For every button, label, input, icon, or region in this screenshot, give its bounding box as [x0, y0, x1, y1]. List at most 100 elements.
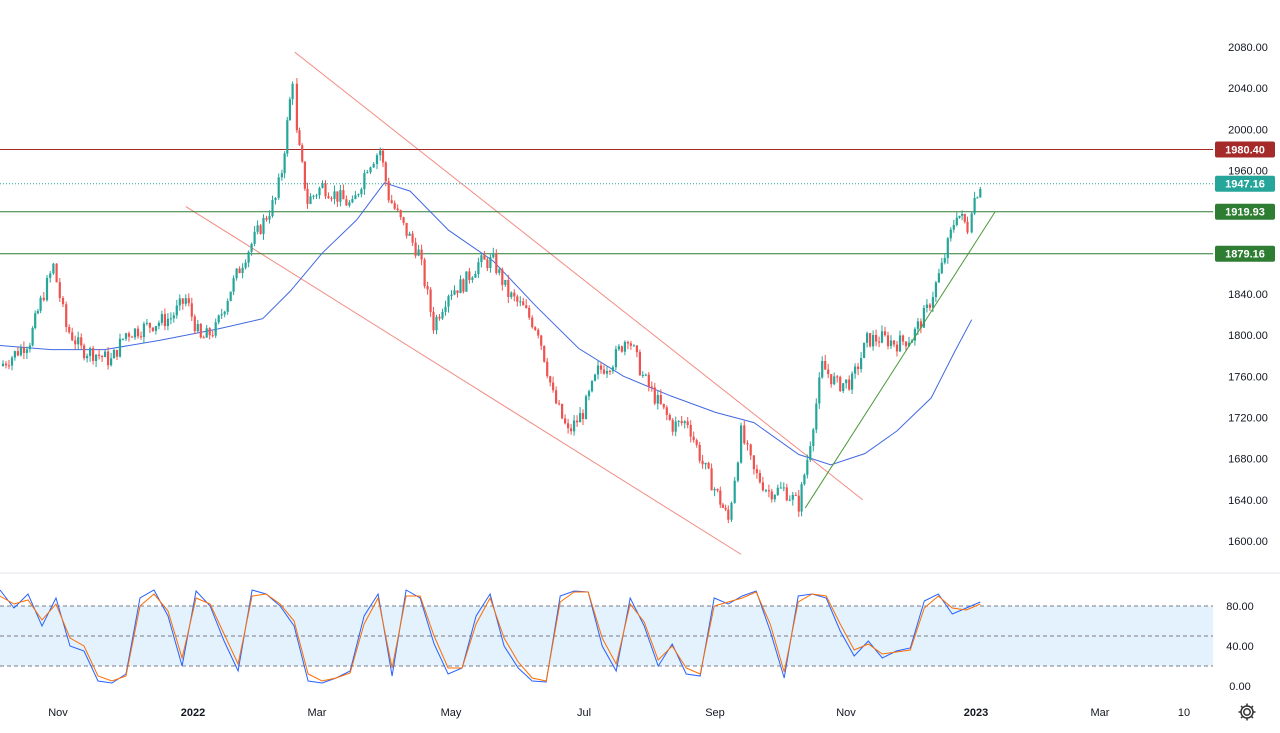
- candle-body: [653, 387, 656, 404]
- candle: [680, 416, 683, 426]
- candle: [459, 275, 462, 294]
- candle: [683, 420, 686, 429]
- candle: [86, 353, 89, 363]
- candle-body: [952, 225, 955, 230]
- time-tick-label: Nov: [48, 707, 68, 719]
- candle-body: [788, 499, 791, 501]
- candle-body: [848, 379, 851, 390]
- candle: [104, 349, 107, 358]
- candle: [399, 209, 402, 220]
- candle-body: [587, 391, 591, 397]
- candle-body: [10, 357, 14, 366]
- candle-body: [271, 200, 274, 216]
- candle-body: [435, 316, 438, 331]
- candle: [381, 148, 385, 168]
- time-tick-label: Mar: [308, 707, 327, 719]
- candle-body: [369, 167, 372, 173]
- candle-body: [659, 395, 662, 404]
- candle-body: [573, 420, 576, 432]
- candle-body: [543, 345, 546, 362]
- candle-body: [567, 423, 570, 429]
- candle-body: [160, 314, 163, 323]
- candles: [1, 78, 982, 524]
- candle-body: [620, 346, 623, 352]
- candle-body: [118, 338, 122, 357]
- time-tick-label: 2023: [964, 707, 988, 719]
- candle: [375, 153, 379, 170]
- candle-body: [309, 196, 312, 204]
- candle-body: [208, 328, 211, 336]
- candle: [872, 330, 875, 351]
- candle-body: [1, 363, 5, 366]
- gear-icon: [1238, 703, 1256, 721]
- candle: [593, 373, 597, 382]
- candle-body: [662, 403, 665, 408]
- price-axis[interactable]: 2080.00 2040.00 2000.00 1960.00 1840.00 1800.…: [1228, 42, 1268, 548]
- candle-body: [707, 462, 710, 469]
- candle-body: [163, 314, 166, 326]
- level-badge-2: 1879.16: [1215, 245, 1275, 262]
- candle-body: [665, 407, 668, 415]
- candle-body: [330, 198, 333, 200]
- candle-body: [477, 262, 480, 274]
- candle-body: [629, 343, 632, 346]
- candle-body: [450, 294, 453, 297]
- candle: [214, 318, 217, 339]
- candle-body: [943, 258, 946, 263]
- candle-body: [471, 277, 474, 280]
- candle: [309, 193, 312, 205]
- candle: [704, 462, 707, 470]
- candle-body: [363, 173, 366, 190]
- candle: [875, 329, 878, 347]
- candle: [596, 360, 600, 380]
- candle-body: [549, 376, 552, 383]
- candle: [71, 327, 74, 342]
- candle-body: [626, 342, 629, 344]
- candle-body: [749, 444, 752, 456]
- candle: [205, 325, 208, 338]
- oscillator-axis[interactable]: 80.00 40.00 0.00: [1226, 601, 1254, 693]
- candle-body: [608, 371, 612, 372]
- candle-body: [283, 153, 286, 174]
- candle: [937, 268, 940, 284]
- candle: [749, 443, 752, 460]
- candle-body: [596, 365, 600, 375]
- candle: [10, 355, 14, 371]
- candle: [489, 253, 492, 273]
- candle: [803, 473, 806, 486]
- candle-body: [904, 341, 908, 347]
- candle-body: [327, 196, 330, 199]
- candle: [432, 307, 435, 334]
- candle-body: [570, 428, 573, 432]
- candle: [471, 276, 474, 283]
- candle: [52, 262, 55, 275]
- candle: [701, 454, 704, 469]
- candle: [581, 409, 585, 425]
- time-axis[interactable]: Nov 2022 Mar May Jul Sep Nov 2023 Mar 10: [48, 707, 1190, 719]
- candle-body: [733, 480, 736, 503]
- candle: [764, 488, 767, 493]
- settings-button[interactable]: [1236, 701, 1258, 723]
- candle: [638, 349, 641, 376]
- candle: [922, 305, 925, 328]
- candle-body: [812, 429, 815, 446]
- candle: [253, 226, 256, 247]
- candle-body: [970, 213, 973, 233]
- candle: [587, 389, 591, 401]
- candle: [934, 280, 937, 302]
- candle-body: [869, 333, 872, 347]
- candle-body: [770, 491, 773, 500]
- candle-body: [824, 361, 827, 370]
- candle-body: [61, 298, 65, 305]
- candle-body: [546, 361, 549, 377]
- candle: [98, 349, 101, 360]
- candle-body: [564, 418, 567, 424]
- candle-body: [390, 200, 393, 204]
- candle-body: [280, 173, 283, 178]
- price-tick-label: 1960.00: [1228, 166, 1268, 178]
- candle-body: [196, 324, 199, 332]
- candle: [438, 314, 441, 321]
- candle-body: [336, 191, 339, 202]
